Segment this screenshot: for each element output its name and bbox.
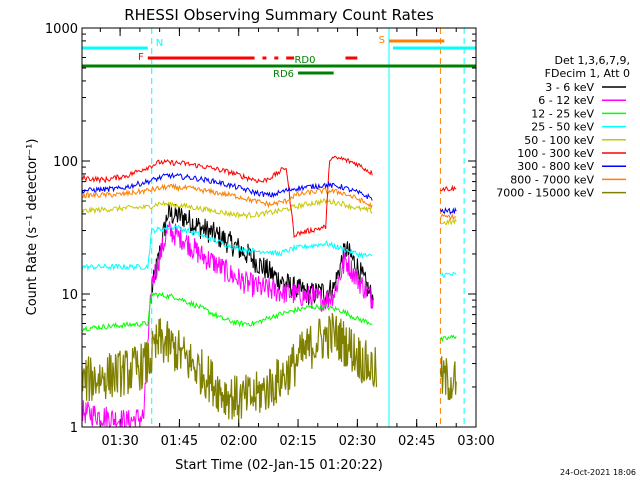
flag-label-rd6: RD6 (273, 69, 294, 80)
legend-label-6: 100 - 300 keV (517, 147, 594, 160)
y-axis-label: Count Rate (s⁻¹ detector⁻¹) (25, 139, 40, 316)
legend-label-7: 300 - 800 keV (517, 160, 594, 173)
plot-layer: 1 10 100 1000 01:30 01:45 02:00 02:15 02:30 02:45… (45, 22, 626, 449)
series-line-1 (151, 203, 374, 309)
legend-label-4: 25 - 50 keV (531, 121, 594, 134)
series-line-5 (440, 217, 457, 226)
flag-label-s: S (379, 35, 385, 46)
series-line-6 (440, 184, 457, 193)
plot-frame (81, 27, 477, 428)
legend-label-1: 3 - 6 keV (545, 81, 594, 94)
y-tick-label: 10 (61, 288, 78, 303)
x-tick-label: 02:00 (220, 434, 257, 449)
x-tick-label: 02:45 (398, 434, 435, 449)
legend-header-1: Det 1,3,6,7,9, (554, 54, 630, 67)
series-line-9 (439, 356, 457, 401)
legend-label-8: 800 - 7000 keV (510, 173, 594, 186)
timestamp: 24-Oct-2021 18:06 (560, 468, 636, 477)
legend-label-3: 12 - 25 keV (531, 107, 594, 120)
x-tick-label: 03:00 (457, 434, 494, 449)
x-tick-label: 02:15 (279, 434, 316, 449)
series-line-4 (440, 271, 457, 278)
flag-label-f: F (138, 52, 144, 63)
series-line-2 (81, 221, 374, 429)
series-line-6 (81, 155, 373, 239)
legend-label-2: 6 - 12 keV (538, 94, 594, 107)
series-line-9 (81, 313, 378, 420)
x-tick-label: 01:30 (101, 434, 138, 449)
series-line-5 (81, 198, 373, 220)
y-tick-label: 100 (53, 155, 78, 170)
series-line-8 (439, 213, 457, 222)
legend-header-2: FDecim 1, Att 0 (545, 67, 630, 80)
series-line-8 (82, 183, 373, 210)
x-tick-label: 01:45 (161, 434, 198, 449)
series-line-4 (81, 224, 373, 272)
x-axis-label: Start Time (02-Jan-15 01:20:22) (175, 458, 383, 473)
chart-title: RHESSI Observing Summary Count Rates (124, 6, 434, 24)
series-line-3 (81, 291, 373, 332)
series-line-3 (439, 334, 457, 343)
legend-label-5: 50 - 100 keV (524, 134, 594, 147)
y-tick-label: 1000 (45, 22, 78, 37)
flag-label-rd0: RD0 (294, 55, 315, 66)
series-line-7 (81, 172, 373, 201)
x-tick-label: 02:30 (339, 434, 376, 449)
flag-label-n: N (156, 38, 163, 49)
legend-label-9: 7000 - 15000 keV (496, 187, 594, 200)
series-line-7 (439, 206, 457, 216)
y-tick-label: 1 (70, 421, 78, 436)
